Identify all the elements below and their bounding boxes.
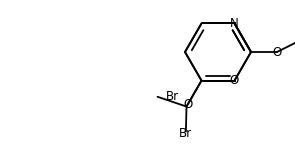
Text: O: O bbox=[183, 98, 192, 111]
Text: N: N bbox=[230, 17, 239, 30]
Text: O: O bbox=[230, 74, 239, 87]
Text: O: O bbox=[272, 45, 282, 58]
Text: Br: Br bbox=[179, 127, 192, 140]
Text: Br: Br bbox=[165, 90, 179, 103]
